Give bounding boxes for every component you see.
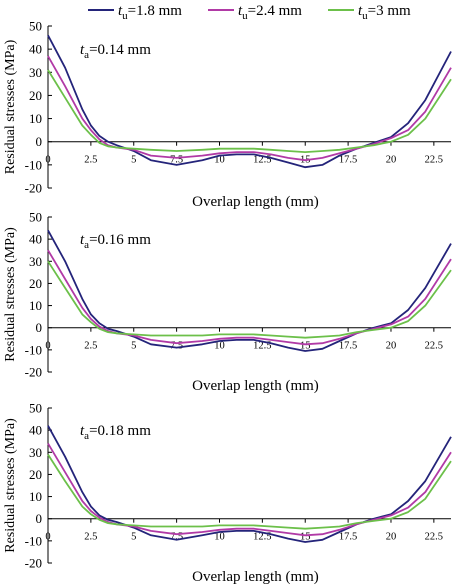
panel1-x-tick-label: 12.5 — [253, 155, 271, 166]
panel3-y-tick-label: 30 — [29, 445, 42, 460]
panel2-series-2-line — [47, 249, 452, 346]
panel3-x-tick-label: 22.5 — [425, 532, 443, 543]
legend-value-1: =1.8 mm — [127, 3, 182, 19]
panel1-y-tick-label: -20 — [25, 181, 42, 196]
panel2-x-tick-label: 10 — [214, 341, 225, 352]
panel3-annotation: ta=0.18 mm — [80, 423, 151, 442]
panel1-x-tick-label: 17.5 — [339, 155, 357, 166]
panel3-y-tick-label: 10 — [29, 489, 42, 504]
panel1-x-tick-label: 5 — [131, 155, 136, 166]
panel2-series-3-line — [47, 260, 452, 339]
legend-var-3: t — [358, 3, 363, 19]
panel1-x-tick-label: 0 — [45, 155, 50, 166]
panel1-x-tick-label: 2.5 — [84, 155, 97, 166]
panel3-y-axis-title: Residual stresses (MPa) — [3, 418, 18, 553]
panel1-y-tick-label: 40 — [29, 42, 42, 57]
panel2-x-tick-label: 5 — [131, 341, 136, 352]
legend-value-2: =2.4 mm — [247, 3, 302, 19]
panel3-x-tick-label: 20 — [386, 532, 397, 543]
panel3-y-tick-label: 0 — [36, 511, 43, 526]
legend-swatch-2 — [208, 8, 234, 11]
legend-swatch-1 — [88, 8, 114, 11]
legend-item-1: tu=1.8 mm — [88, 3, 182, 22]
panel2-y-tick-label: 0 — [36, 320, 43, 335]
panel2-series-1-line — [47, 229, 452, 352]
panel3-y-tick-label: 40 — [29, 423, 42, 438]
panel2-y-tick-label: -10 — [25, 342, 42, 357]
legend-swatch-3 — [328, 8, 354, 11]
panel1-y-tick-label: 50 — [29, 19, 42, 34]
panel2-y-tick-label: 40 — [29, 232, 42, 247]
panel2-x-tick-label: 2.5 — [84, 341, 97, 352]
legend-var-1: t — [118, 3, 123, 19]
panel2-x-axis-title: Overlap length (mm) — [192, 378, 319, 394]
panel3-y-tick-label: -10 — [25, 533, 42, 548]
panel2-y-tick-label: 20 — [29, 276, 42, 291]
panel3-x-tick-label: 7.5 — [170, 532, 183, 543]
panel1-y-tick-label: 10 — [29, 111, 42, 126]
panel3-x-tick-label: 12.5 — [253, 532, 271, 543]
panel3-x-tick-label: 0 — [45, 532, 50, 543]
panel3-series-2-line — [47, 442, 452, 537]
panel1-x-tick-label: 7.5 — [170, 155, 183, 166]
legend-item-2: tu=2.4 mm — [208, 3, 302, 22]
panel1-series-2-line — [47, 55, 452, 162]
legend-sub-3: u — [362, 10, 368, 22]
panel3-y-tick-label: 50 — [29, 401, 42, 416]
panel3-series-3-line — [47, 454, 452, 530]
panel1-y-tick-label: 30 — [29, 65, 42, 80]
panel2-y-tick-label: 30 — [29, 254, 42, 269]
panel2-x-tick-label: 17.5 — [339, 341, 357, 352]
panel3-x-tick-label: 15 — [300, 532, 311, 543]
panel3-x-tick-label: 17.5 — [339, 532, 357, 543]
legend-sub-2: u — [242, 10, 248, 22]
panel2-y-tick-label: 50 — [29, 210, 42, 225]
panel2-y-tick-label: -20 — [25, 365, 42, 380]
panel2-annotation: ta=0.16 mm — [80, 232, 151, 251]
panel3-x-tick-label: 5 — [131, 532, 136, 543]
panel1-y-tick-label: -10 — [25, 157, 42, 172]
panel3-series-1-line — [47, 425, 452, 543]
legend-var-2: t — [238, 3, 243, 19]
panel2-x-tick-label: 20 — [386, 341, 397, 352]
panel1-x-axis-title: Overlap length (mm) — [192, 194, 319, 210]
panel2-x-tick-label: 0 — [45, 341, 50, 352]
panel1-annotation: ta=0.14 mm — [80, 42, 151, 61]
legend-sub-1: u — [122, 10, 128, 22]
panel2-x-tick-label: 12.5 — [253, 341, 271, 352]
panel1-series-1-line — [47, 34, 452, 169]
legend-item-3: tu=3 mm — [328, 3, 411, 22]
panel1-x-tick-label: 10 — [214, 155, 225, 166]
panel2-y-axis-title: Residual stresses (MPa) — [3, 227, 18, 362]
panel3-x-tick-label: 10 — [214, 532, 225, 543]
legend: tu=1.8 mm tu=2.4 mm tu=3 mm — [0, 0, 453, 22]
panel3-x-axis-title: Overlap length (mm) — [192, 569, 319, 585]
panel1-x-tick-label: 22.5 — [425, 155, 443, 166]
panel3-y-tick-label: -20 — [25, 556, 42, 571]
panel3-x-tick-label: 2.5 — [84, 532, 97, 543]
panel2-x-tick-label: 22.5 — [425, 341, 443, 352]
panel1-y-tick-label: 0 — [36, 134, 43, 149]
panel1-y-tick-label: 20 — [29, 88, 42, 103]
panel1-y-axis-title: Residual stresses (MPa) — [3, 39, 18, 174]
panel1-x-tick-label: 20 — [386, 155, 397, 166]
panel2-x-tick-label: 7.5 — [170, 341, 183, 352]
legend-value-3: =3 mm — [367, 3, 411, 19]
panel2-x-tick-label: 15 — [300, 341, 311, 352]
panel1-series-3-line — [47, 69, 452, 154]
panel3-y-tick-label: 20 — [29, 467, 42, 482]
panel2-y-tick-label: 10 — [29, 298, 42, 313]
